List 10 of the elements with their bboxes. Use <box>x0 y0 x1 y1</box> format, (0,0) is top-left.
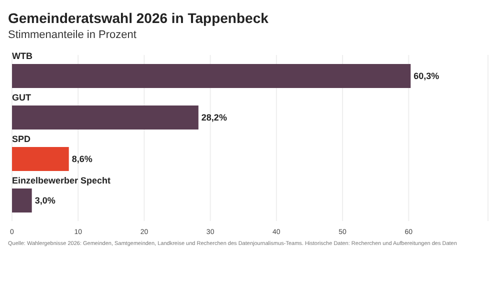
y-tick-label: GUT <box>12 92 32 102</box>
y-tick-label: WTB <box>12 51 33 61</box>
data-label: 3,0% <box>34 196 56 206</box>
y-tick-label: SPD <box>12 134 32 144</box>
chart-title: Gemeinderatswahl 2026 in Tappenbeck <box>8 10 270 26</box>
chart-subtitle: Stimmenanteile in Prozent <box>8 29 138 41</box>
data-label: 8,6% <box>72 154 92 164</box>
data-label: 28,2% <box>201 112 227 122</box>
y-tick-label: Einzelbewerber Specht <box>12 176 111 186</box>
data-label: 60,3% <box>414 71 440 81</box>
